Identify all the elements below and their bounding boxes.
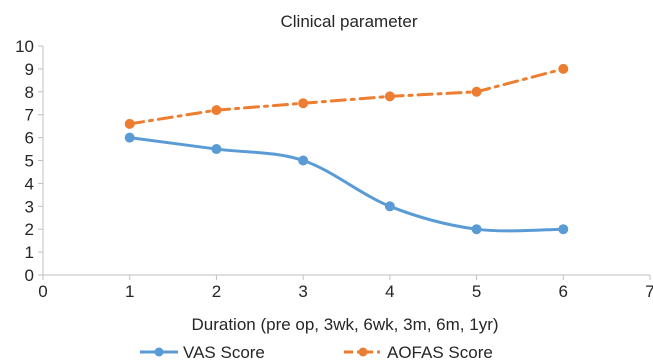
vas-score-series-line <box>128 136 565 233</box>
aofas-score-series-line <box>128 67 565 126</box>
x-tick-label: 0 <box>38 282 47 301</box>
vas-score-data-point <box>298 155 309 166</box>
aofas-score-data-point <box>298 98 309 109</box>
aofas-score-data-point <box>558 63 569 74</box>
vas-score-data-point <box>471 224 482 235</box>
aofas-score-data-point <box>211 105 222 116</box>
x-axis-ticks: 0 1 2 3 4 5 6 7 <box>38 275 653 301</box>
vas-score-data-point <box>558 224 569 235</box>
x-tick-label: 6 <box>559 282 568 301</box>
aofas-score-legend-label: AOFAS Score <box>387 343 493 362</box>
aofas-score-data-point <box>384 91 395 102</box>
y-tick-label: 0 <box>25 266 34 285</box>
y-tick-label: 7 <box>25 106 34 125</box>
x-tick-label: 3 <box>298 282 307 301</box>
x-tick-label: 7 <box>645 282 653 301</box>
chart-title: Clinical parameter <box>281 12 418 31</box>
series-layer <box>124 63 569 235</box>
aofas-score-legend-swatch-marker <box>358 347 368 357</box>
vas-score-data-point <box>211 144 222 155</box>
x-tick-label: 4 <box>385 282 394 301</box>
vas-score-data-point <box>124 132 135 143</box>
vas-score-data-point <box>384 201 395 212</box>
aofas-score-data-point <box>124 118 135 129</box>
x-tick-label: 2 <box>212 282 221 301</box>
vas-score-legend-swatch-marker <box>154 347 164 357</box>
y-tick-label: 9 <box>25 60 34 79</box>
vas-score-legend-label: VAS Score <box>183 343 265 362</box>
y-tick-label: 4 <box>25 174 34 193</box>
aofas-score-data-point <box>471 86 482 97</box>
legend: VAS Score AOFAS Score <box>140 343 493 362</box>
x-tick-label: 1 <box>125 282 134 301</box>
y-tick-label: 3 <box>25 197 34 216</box>
y-tick-label: 5 <box>25 152 34 171</box>
y-tick-label: 1 <box>25 243 34 262</box>
y-tick-label: 10 <box>15 37 34 56</box>
x-tick-label: 5 <box>472 282 481 301</box>
y-tick-label: 2 <box>25 220 34 239</box>
y-axis-ticks: 0 1 2 3 4 5 6 7 8 9 10 <box>15 37 43 285</box>
y-tick-label: 8 <box>25 83 34 102</box>
y-tick-label: 6 <box>25 129 34 148</box>
x-axis-title: Duration (pre op, 3wk, 6wk, 3m, 6m, 1yr) <box>191 315 498 334</box>
